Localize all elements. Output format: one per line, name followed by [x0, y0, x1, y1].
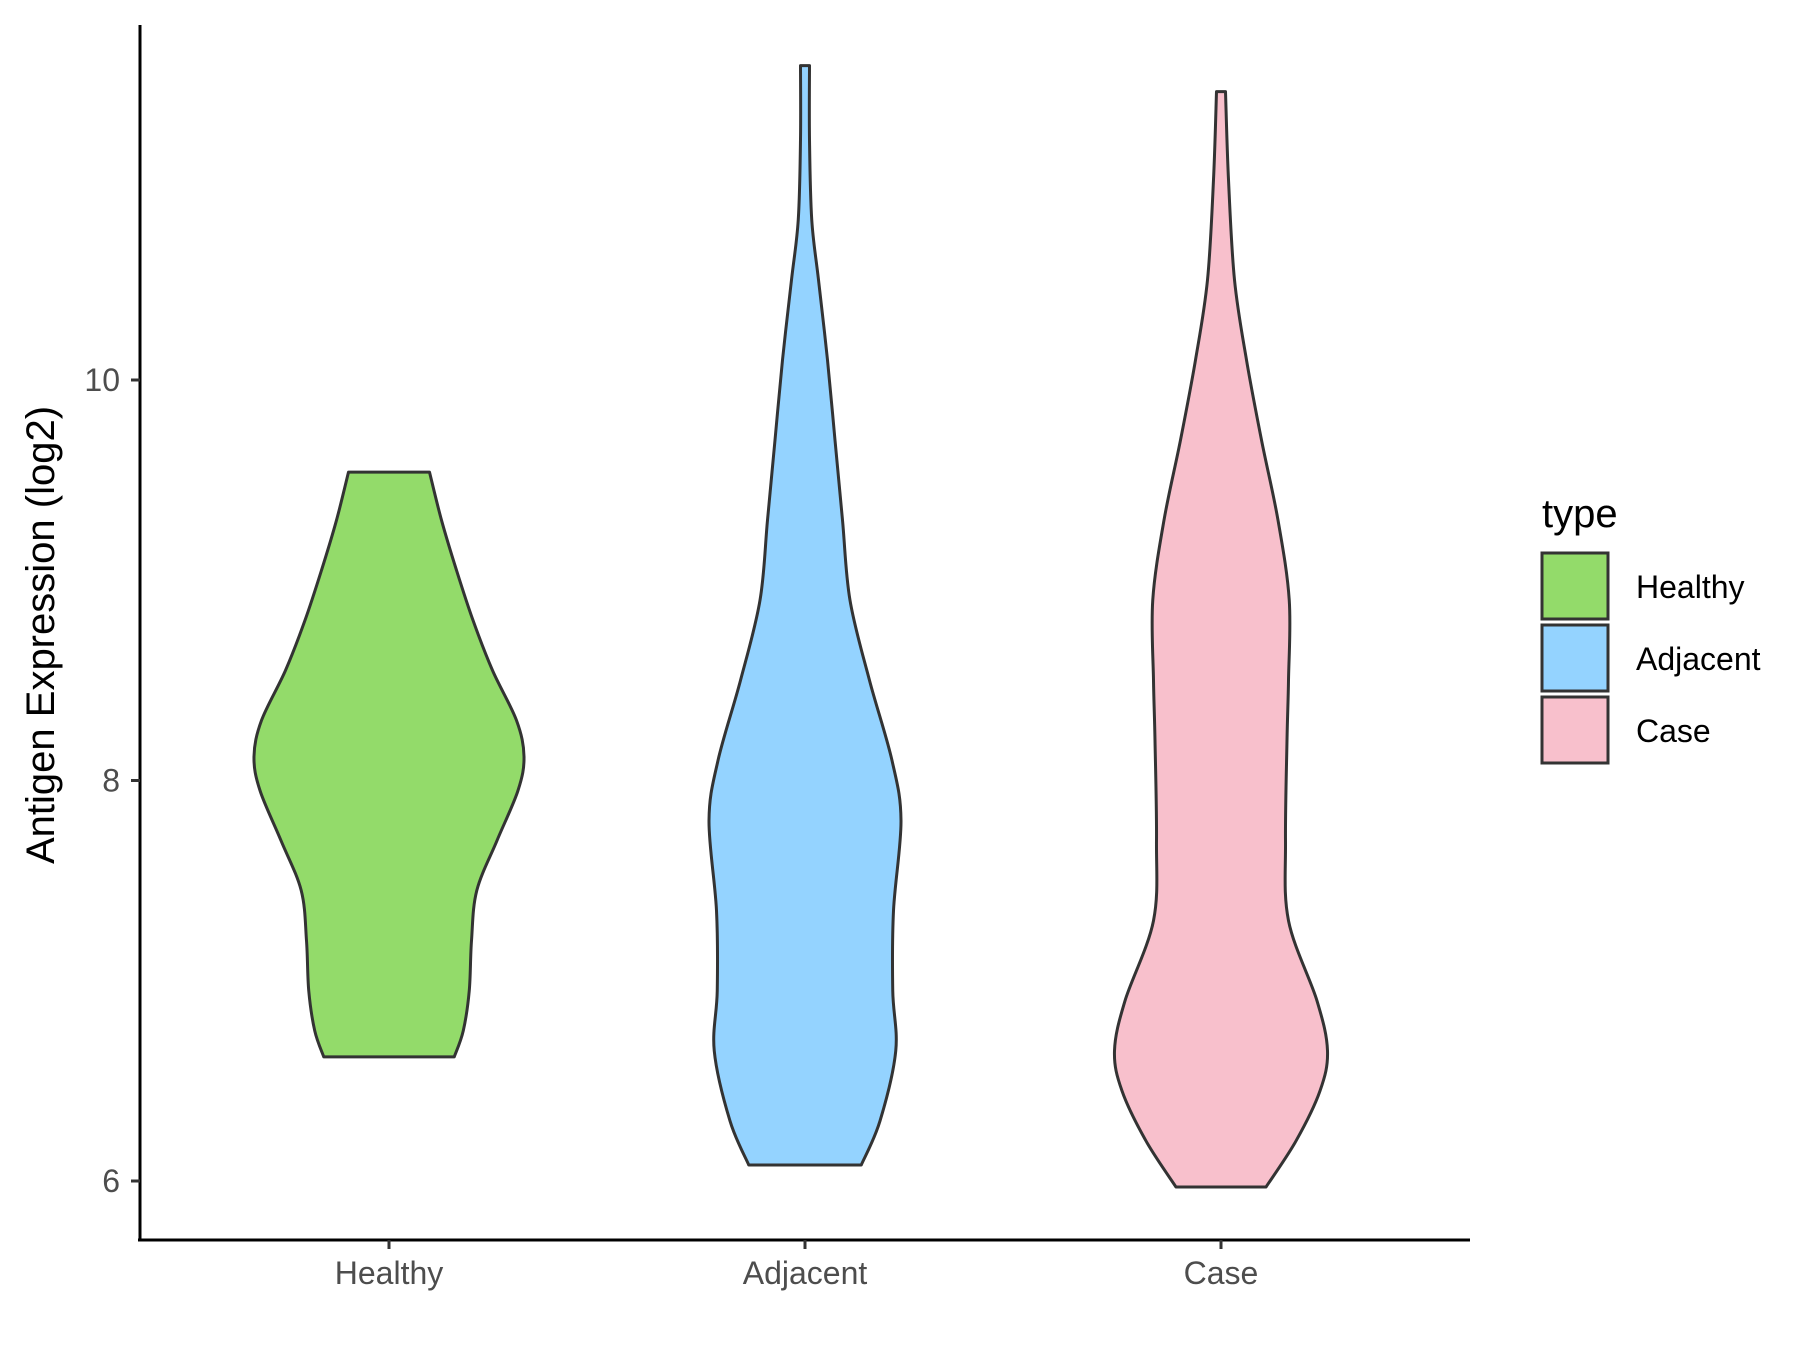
x-tick-label-healthy: Healthy: [335, 1255, 444, 1291]
y-tick-label: 10: [84, 362, 120, 398]
legend-title: type: [1542, 492, 1618, 536]
legend-label-adjacent: Adjacent: [1636, 641, 1761, 677]
legend-label-case: Case: [1636, 713, 1711, 749]
violins-layer: [252, 64, 1330, 1189]
x-ticks: Healthy Adjacent Case: [335, 1240, 1259, 1291]
x-tick-label-case: Case: [1184, 1255, 1259, 1291]
violin-adjacent: [707, 64, 903, 1167]
legend-swatch-adjacent: [1540, 623, 1610, 693]
y-tick-label: 8: [102, 763, 120, 799]
violin-case: [1112, 90, 1330, 1189]
legend-items: Healthy Adjacent Case: [1540, 551, 1761, 765]
y-axis-title: Antigen Expression (log2): [19, 406, 63, 864]
legend-swatch-case: [1540, 695, 1610, 765]
x-tick-label-adjacent: Adjacent: [743, 1255, 868, 1291]
axes: 6 8 10 Healthy Adjacent Case: [84, 25, 1470, 1291]
legend-swatch-healthy: [1540, 551, 1610, 621]
legend-label-healthy: Healthy: [1636, 569, 1745, 605]
y-ticks: 6 8 10: [84, 362, 140, 1199]
violin-healthy: [252, 470, 526, 1059]
y-tick-label: 6: [102, 1163, 120, 1199]
legend: type Healthy Adjacent Case: [1540, 492, 1761, 765]
